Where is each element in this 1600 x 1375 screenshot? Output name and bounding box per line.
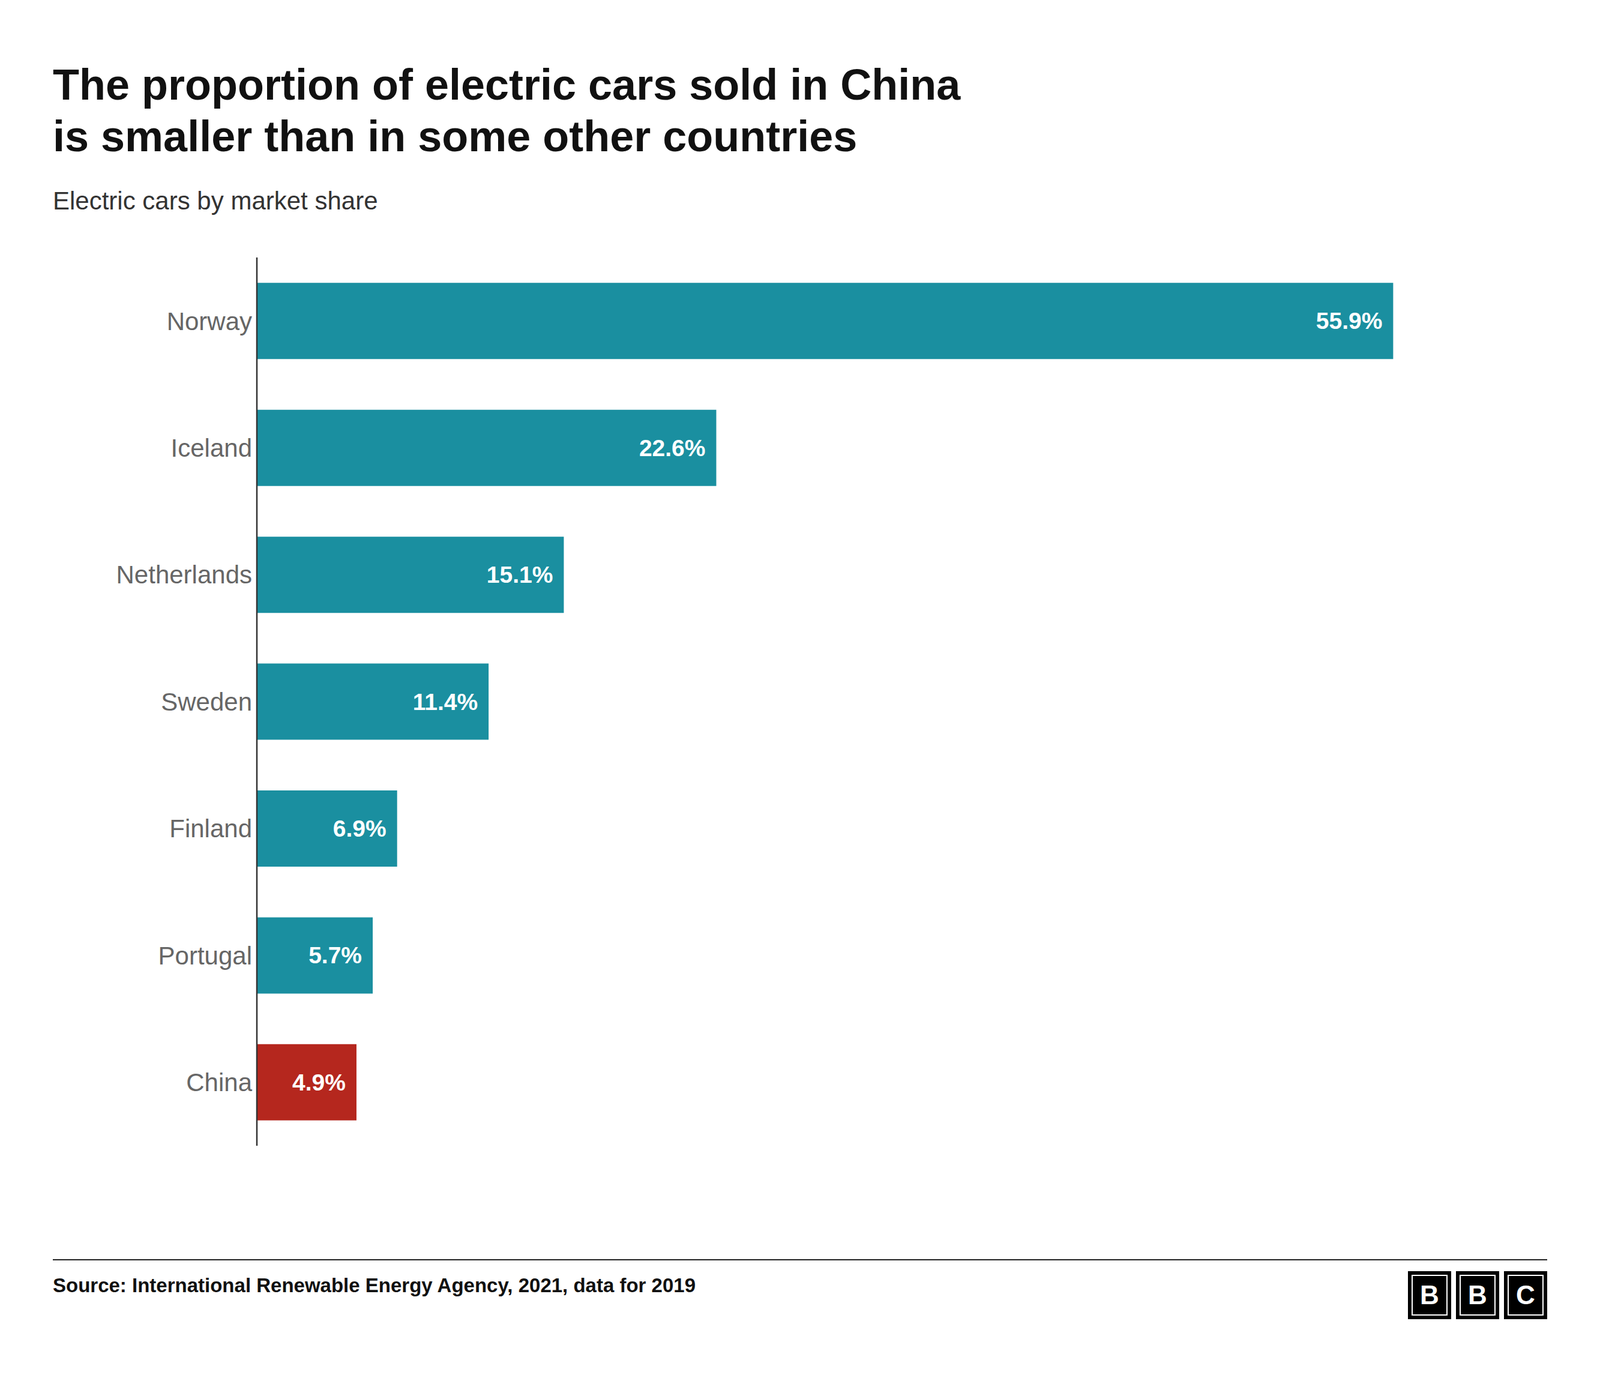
svg-text:4.9%: 4.9% [292, 1069, 346, 1096]
svg-text:6.9%: 6.9% [333, 815, 387, 842]
svg-text:Iceland: Iceland [171, 433, 253, 463]
svg-text:22.6%: 22.6% [639, 434, 706, 461]
svg-text:Portugal: Portugal [158, 941, 253, 970]
svg-text:Finland: Finland [169, 814, 253, 843]
svg-text:China: China [186, 1068, 253, 1097]
svg-text:15.1%: 15.1% [486, 561, 554, 588]
svg-text:Norway: Norway [166, 306, 253, 335]
html-text:The proportion of electric car: The proportion of electric cars sold in … [52, 60, 961, 109]
html-text:Source: International Renewabl: Source: International Renewable Energy A… [52, 1274, 696, 1297]
html-text:B: B [1468, 1280, 1488, 1310]
svg-text:Netherlands: Netherlands [116, 560, 253, 589]
svg-text:Sweden: Sweden [160, 687, 253, 716]
svg-text:55.9%: 55.9% [1316, 307, 1383, 334]
svg-text:11.4%: 11.4% [412, 688, 478, 715]
svg-text:5.7%: 5.7% [308, 942, 362, 969]
html-text:is smaller than in some other: is smaller than in some other countries [52, 112, 858, 161]
html-text:B: B [1420, 1280, 1440, 1310]
html-text:Electric cars by market share: Electric cars by market share [52, 186, 378, 215]
html-text:C: C [1516, 1280, 1536, 1310]
